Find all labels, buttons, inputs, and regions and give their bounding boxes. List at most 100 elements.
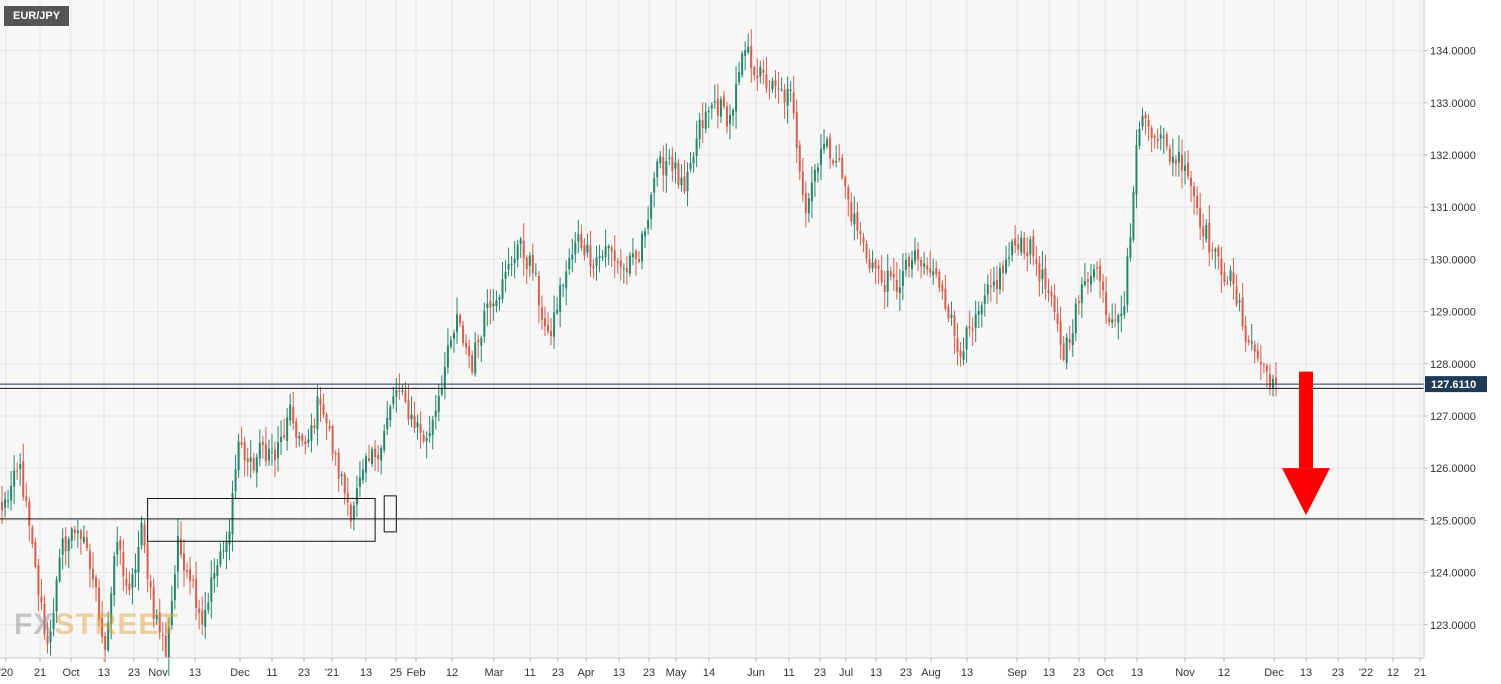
x-tick-label: 13 — [613, 667, 625, 679]
candle-body — [392, 396, 394, 404]
candle-body — [417, 422, 419, 427]
candle-body — [920, 260, 922, 266]
x-tick-label: 13 — [189, 667, 201, 679]
candle-body — [1142, 116, 1144, 127]
candle-body — [608, 246, 610, 248]
candle-body — [480, 338, 482, 346]
candle-body — [620, 261, 622, 268]
candle-body — [1087, 279, 1089, 281]
candle-body — [1044, 268, 1046, 289]
candle-body — [1072, 333, 1074, 345]
x-tick-label: 21 — [34, 667, 46, 679]
x-tick-label: 13 — [870, 667, 882, 679]
candle-body — [1236, 286, 1238, 304]
candle-body — [684, 176, 686, 191]
last-price-tag: 127.6110 — [1425, 376, 1487, 392]
candle-body — [562, 285, 564, 286]
candle-body — [862, 237, 864, 243]
candle-body — [744, 50, 746, 56]
candle-body — [599, 256, 601, 258]
candle-body — [1157, 139, 1159, 141]
candle-body — [872, 263, 874, 269]
candle-body — [28, 501, 30, 526]
x-tick-label: 11 — [783, 667, 794, 679]
candle-body — [404, 391, 406, 401]
candle-body — [56, 579, 58, 611]
candle-body — [1032, 236, 1034, 256]
candle-body — [174, 575, 176, 600]
candle-body — [92, 569, 94, 580]
candle-body — [414, 416, 416, 428]
candle-body — [762, 70, 764, 73]
candle-body — [189, 569, 191, 581]
candle-body — [529, 256, 531, 267]
candle-body — [508, 264, 510, 269]
candle-body — [1217, 247, 1219, 256]
x-tick-label: 14 — [703, 667, 715, 679]
candle-body — [917, 249, 919, 259]
candle-body — [468, 346, 470, 356]
candle-body — [1202, 227, 1204, 237]
candle-body — [914, 250, 916, 261]
candle-body — [829, 137, 831, 158]
candle-body — [1114, 320, 1116, 321]
candle-body — [723, 97, 725, 107]
x-tick-label: Aug — [921, 667, 941, 679]
candle-body — [483, 311, 485, 337]
arrow-shaft — [1299, 372, 1313, 469]
candle-body — [1226, 283, 1228, 284]
y-tick-label: 126.0000 — [1430, 463, 1476, 475]
candle-body — [514, 259, 516, 264]
candle-body — [626, 268, 628, 272]
candle-body — [250, 458, 252, 462]
candle-body — [841, 158, 843, 178]
candle-body — [238, 442, 240, 471]
x-tick-label: Nov — [1175, 667, 1195, 679]
candle-body — [960, 350, 962, 357]
candle-body — [799, 145, 801, 171]
candle-body — [711, 105, 713, 108]
candle-body — [1190, 177, 1192, 186]
candle-body — [453, 333, 455, 338]
x-tick-label: 25 — [390, 667, 402, 679]
candle-body — [1184, 166, 1186, 171]
candle-body — [577, 234, 579, 241]
candle-body — [201, 610, 203, 624]
candle-body — [747, 47, 749, 53]
candle-body — [847, 187, 849, 199]
candle-body — [492, 304, 494, 306]
candle-body — [699, 120, 701, 140]
candle-body — [617, 261, 619, 263]
candle-body — [65, 536, 67, 551]
x-tick-label: 23 — [552, 667, 564, 679]
symbol-badge[interactable]: EUR/JPY — [4, 6, 69, 26]
candle-body — [462, 325, 464, 343]
candle-body — [969, 326, 971, 328]
candle-body — [280, 437, 282, 442]
candle-body — [122, 552, 124, 576]
candle-body — [775, 80, 777, 86]
candle-body — [474, 342, 476, 374]
x-tick-label: 21 — [1414, 667, 1426, 679]
candle-body — [1139, 129, 1141, 146]
candle-body — [611, 247, 613, 251]
candle-body — [935, 268, 937, 274]
candle-body — [374, 449, 376, 457]
candle-body — [1208, 223, 1210, 253]
y-tick-label: 131.0000 — [1430, 202, 1476, 214]
y-tick-label: 133.0000 — [1430, 98, 1476, 110]
candle-body — [869, 259, 871, 268]
candle-body — [95, 577, 97, 587]
candle-body — [565, 271, 567, 288]
candle-body — [1172, 156, 1174, 163]
x-tick-label: Apr — [577, 667, 594, 679]
candle-body — [1211, 250, 1213, 251]
candle-body — [802, 171, 804, 195]
candle-body — [1230, 270, 1232, 281]
logo-part-2: STREET — [54, 608, 178, 641]
candle-body — [1242, 298, 1244, 327]
candle-body — [1126, 257, 1128, 305]
candle-body — [253, 458, 255, 470]
candle-body — [1120, 314, 1122, 317]
